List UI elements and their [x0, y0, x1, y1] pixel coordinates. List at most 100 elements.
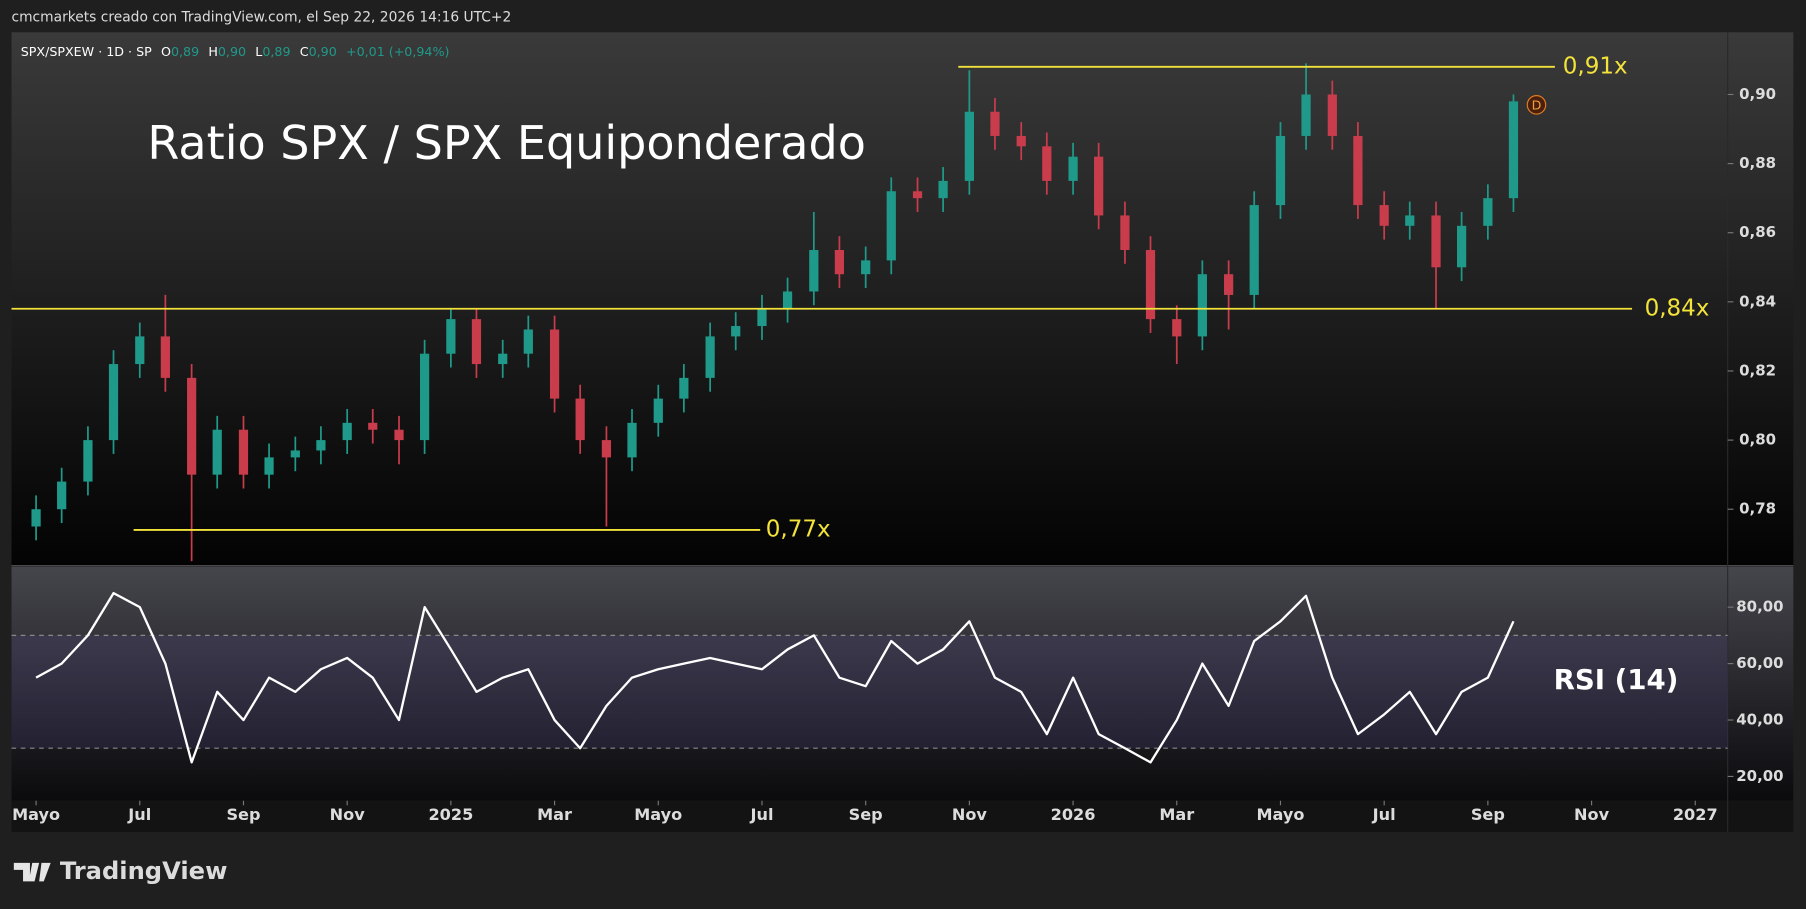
candle-body: [212, 429, 222, 475]
candle-body: [782, 291, 793, 309]
chart-title: Ratio SPX / SPX Equiponderado: [147, 116, 866, 170]
candle-body: [1042, 146, 1052, 181]
candle-body: [420, 353, 430, 441]
candle-body: [679, 377, 689, 399]
candle-body: [1379, 205, 1389, 226]
price-pane: [11, 32, 1794, 566]
candle-body: [757, 308, 767, 327]
candle-body: [653, 398, 663, 423]
x-tick-label: Sep: [1471, 805, 1505, 824]
y-tick-label: 0,84: [1739, 292, 1776, 310]
header-title: cmcmarkets creado con TradingView.com, e…: [12, 9, 512, 25]
y-tick-label: 80,00: [1736, 598, 1783, 616]
y-tick-label: 0,82: [1739, 361, 1776, 379]
candle-body: [1456, 225, 1467, 268]
candle-body: [1275, 135, 1286, 206]
rsi-band: [11, 635, 1728, 749]
x-tick-label: 2027: [1673, 805, 1718, 824]
candle-body: [1197, 274, 1207, 337]
x-tick-label: Jul: [127, 805, 151, 824]
x-tick-label: Sep: [226, 805, 260, 824]
candle-body: [135, 336, 145, 365]
rsi-pane: [11, 566, 1794, 801]
x-tick-label: Sep: [849, 805, 883, 824]
candle-body: [1172, 319, 1182, 337]
candle-body: [471, 319, 482, 365]
candle-body: [394, 429, 404, 441]
candle-body: [834, 250, 845, 275]
candle-body: [1068, 156, 1078, 181]
candle-body: [498, 353, 508, 365]
y-tick-label: 0,88: [1739, 154, 1776, 172]
candle-body: [316, 440, 326, 451]
x-tick-label: Mar: [1159, 805, 1194, 824]
legend-low-label: L: [255, 43, 262, 58]
candle-body: [912, 191, 923, 199]
candle-body: [731, 326, 741, 337]
legend-close: 0,90: [309, 43, 337, 58]
time-axis-bg: [11, 800, 1794, 832]
candle-body: [1431, 215, 1441, 268]
candle-body: [108, 364, 119, 441]
brand: TradingView: [60, 857, 228, 885]
candle-body: [57, 481, 67, 510]
rsi-title: RSI (14): [1554, 663, 1679, 696]
x-tick-label: Jul: [1372, 805, 1396, 824]
candle-body: [290, 450, 300, 458]
legend-low: 0,89: [262, 43, 290, 58]
candle-body: [1094, 156, 1104, 216]
x-tick-label: Mar: [537, 805, 572, 824]
plot: 0,78 0,80 0,82 0,84 0,86 0,88 0,90 0,91x 0,84x 0,…: [11, 43, 1784, 824]
x-tick-label: Mayo: [1256, 805, 1304, 824]
candle-body: [1120, 215, 1130, 251]
legend-open-label: O: [161, 43, 171, 58]
event-marker-label: D: [1532, 97, 1542, 112]
y-tick-label: 0,86: [1739, 223, 1776, 241]
y-tick-label: 20,00: [1736, 767, 1783, 785]
candle-body: [886, 191, 896, 261]
candle-body: [238, 429, 249, 475]
legend-high: 0,90: [218, 43, 246, 58]
legend-symbol: SPX/SPXEW · 1D · SP: [21, 43, 152, 58]
legend-open: 0,89: [171, 43, 199, 58]
legend-change: +0,01 (+0,94%): [346, 43, 449, 58]
legend-close-label: C: [300, 43, 309, 58]
candle-body: [601, 440, 612, 458]
x-tick-label: 2025: [428, 805, 473, 824]
legend-high-label: H: [208, 43, 218, 58]
candle-body: [861, 260, 871, 275]
candle-body: [31, 509, 41, 527]
candle-body: [1327, 94, 1337, 136]
x-tick-label: Nov: [1574, 805, 1610, 824]
candle-body: [1353, 135, 1363, 206]
candle-body: [1301, 94, 1311, 136]
event-marker: [1526, 95, 1547, 115]
candle-body: [187, 377, 197, 475]
candle-body: [705, 336, 715, 378]
level-label: 0,84x: [1645, 295, 1710, 321]
candle-body: [575, 398, 585, 441]
y-tick-label: 0,78: [1739, 500, 1776, 518]
candle-body: [1508, 101, 1519, 199]
level-label: 0,77x: [766, 516, 831, 542]
y-tick-label: 40,00: [1736, 711, 1783, 729]
x-tick-label: Mayo: [12, 805, 60, 824]
x-tick-label: Jul: [749, 805, 773, 824]
candle-body: [1145, 250, 1156, 320]
candle-body: [83, 440, 93, 482]
logo-icon: [13, 862, 51, 882]
y-tick-label: 0,90: [1739, 85, 1776, 103]
candle-body: [1483, 198, 1493, 226]
x-tick-label: Nov: [330, 805, 366, 824]
candle-body: [549, 329, 560, 399]
candle-body: [446, 319, 456, 354]
candle-body: [523, 329, 533, 354]
logo: TradingView: [13, 857, 228, 885]
candle-body: [964, 111, 974, 181]
candle-body: [1249, 205, 1259, 295]
x-tick-label: Nov: [952, 805, 988, 824]
candle-body: [1224, 274, 1234, 295]
candle-body: [809, 250, 819, 292]
